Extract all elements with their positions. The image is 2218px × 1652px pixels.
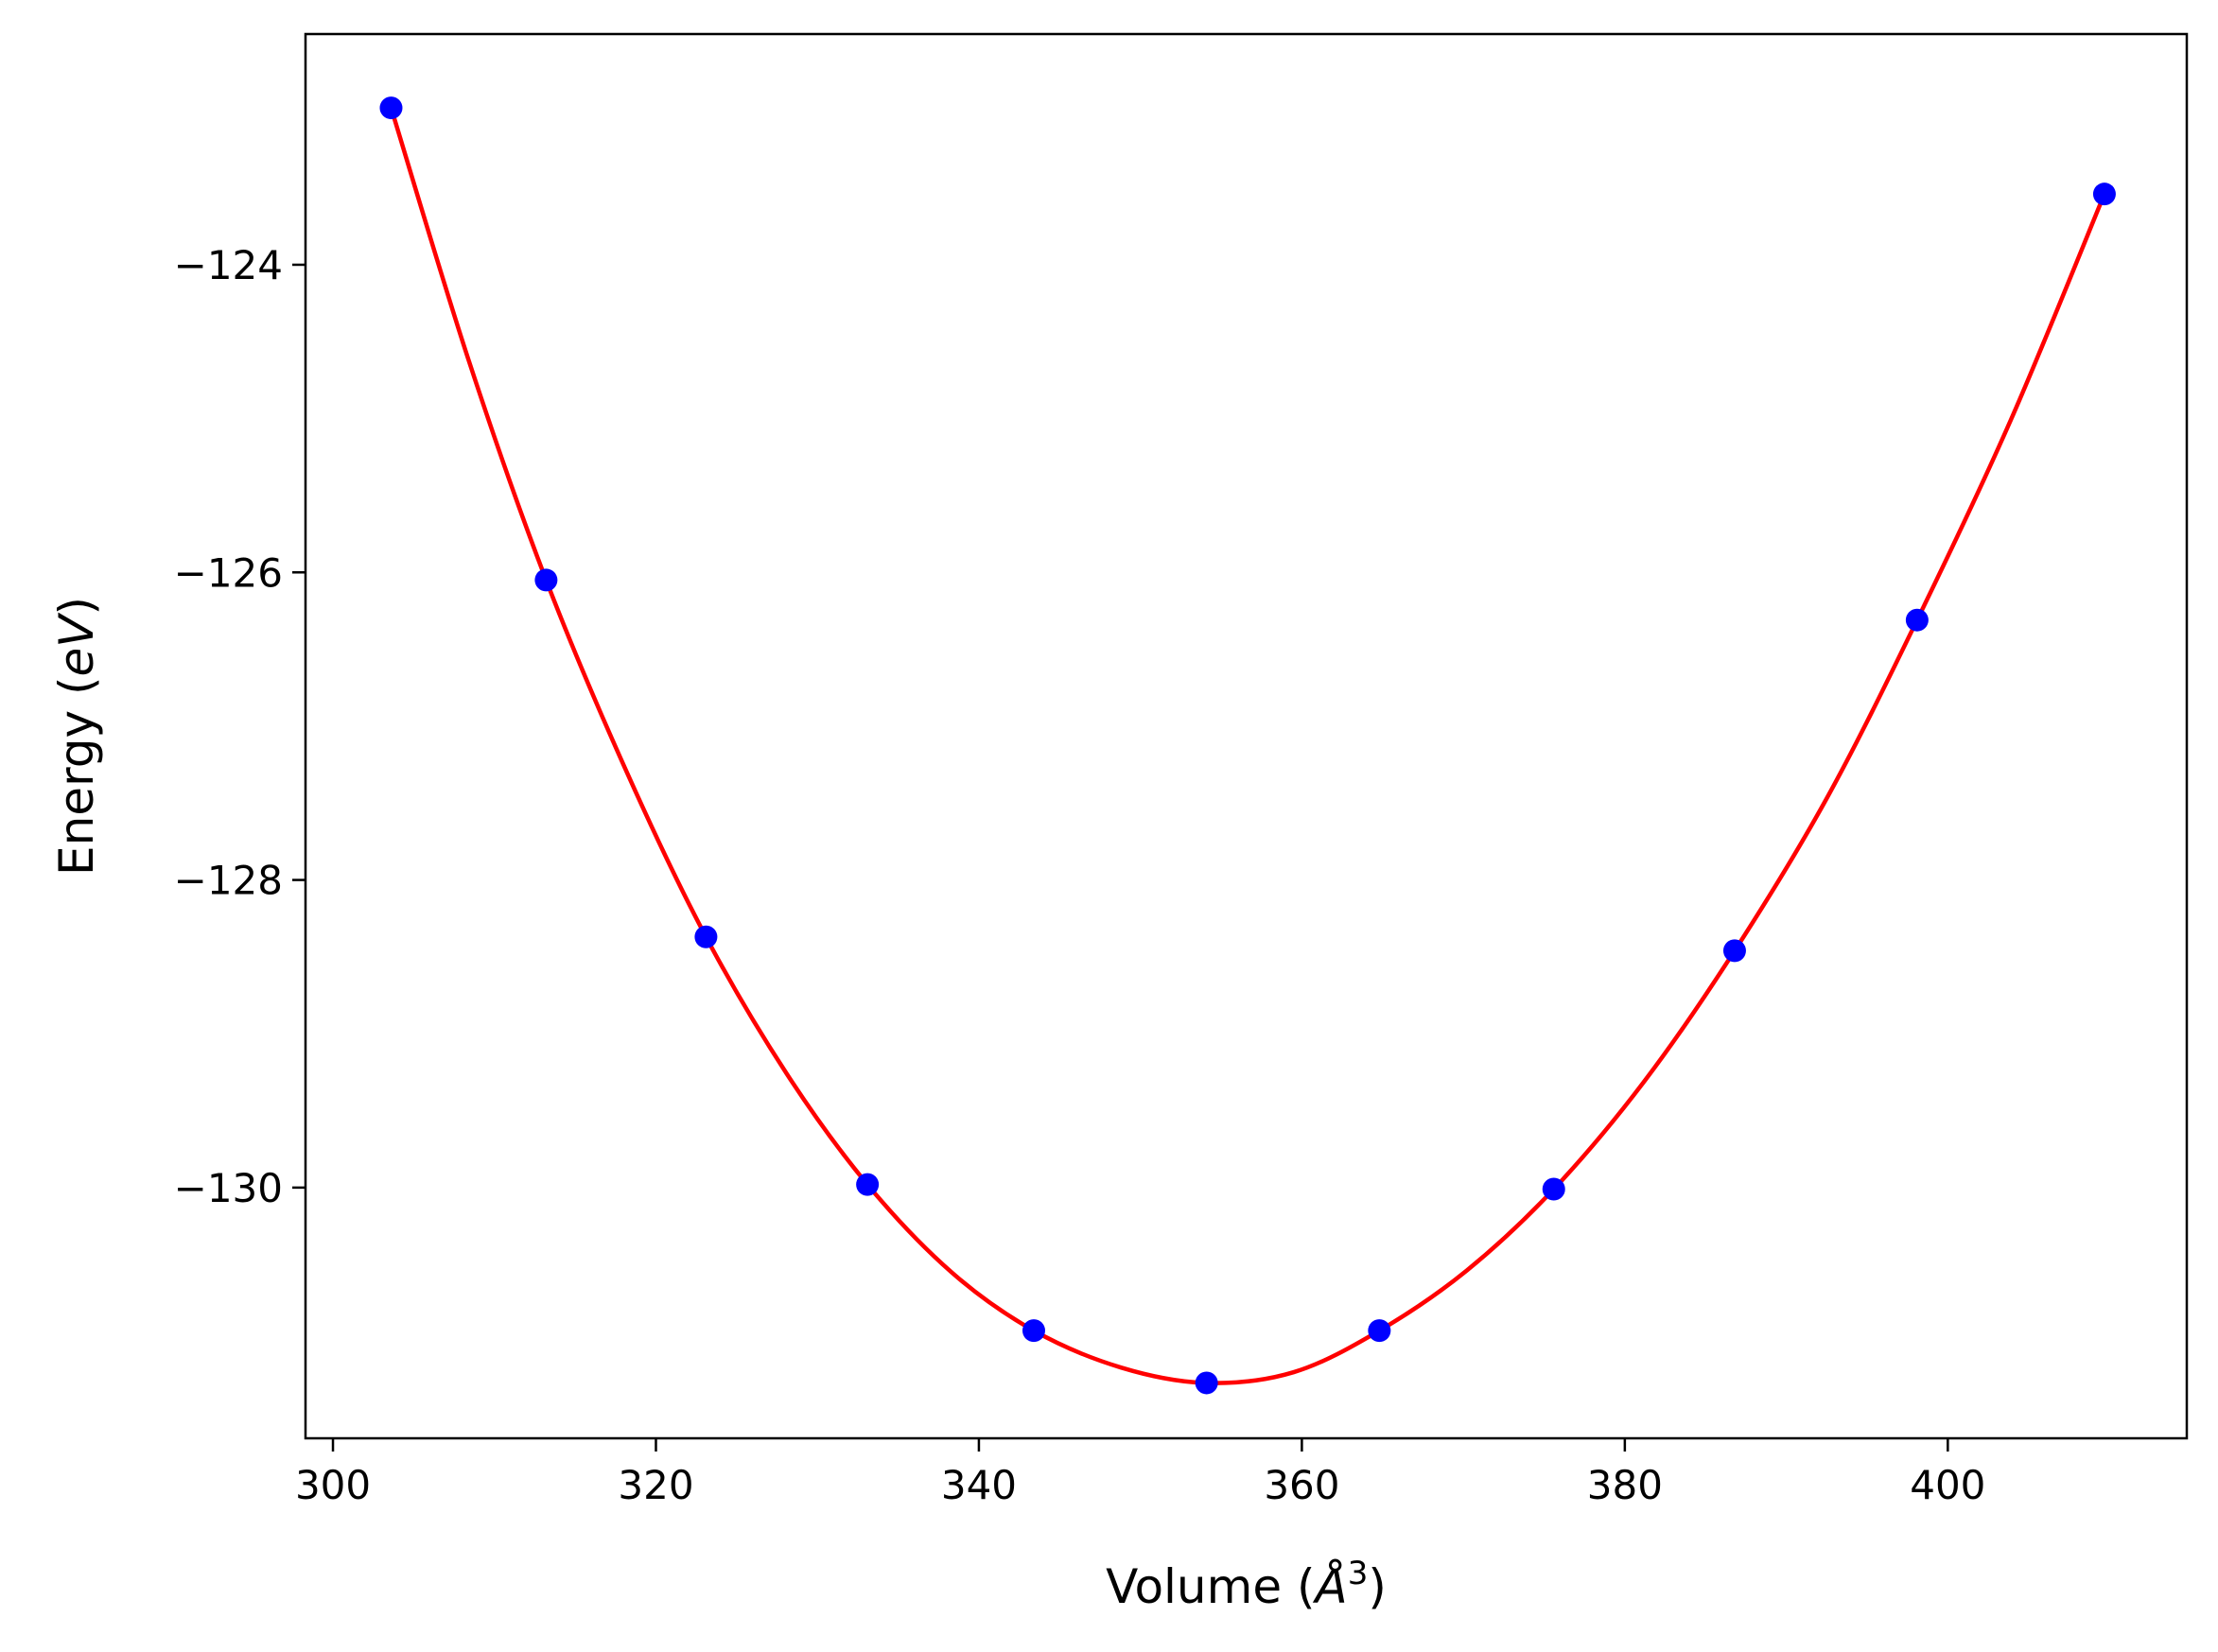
y-axis-label-unit: eV bbox=[49, 612, 104, 677]
data-point bbox=[379, 96, 403, 120]
x-tick-label: 380 bbox=[1587, 1462, 1663, 1508]
y-axis-label-suffix: ) bbox=[49, 597, 104, 616]
data-point bbox=[856, 1173, 880, 1196]
x-axis-label-unit: Å bbox=[1313, 1559, 1348, 1614]
data-point bbox=[1542, 1177, 1565, 1201]
data-point bbox=[1022, 1319, 1045, 1343]
y-tick-label: −124 bbox=[174, 242, 283, 288]
data-point bbox=[534, 568, 558, 592]
axis-layer: 300 320 340 360 380 400 −124 −126 −128 −130 bbox=[174, 242, 1986, 1508]
y-axis-label-prefix: Energy ( bbox=[49, 677, 104, 876]
data-point bbox=[1195, 1371, 1218, 1395]
y-tick-label: −128 bbox=[174, 858, 283, 904]
x-axis-label-suffix: ) bbox=[1368, 1559, 1387, 1614]
fit-curve-line bbox=[389, 107, 2107, 1385]
y-tick-label: −126 bbox=[174, 549, 283, 596]
x-axis-label-prefix: Volume ( bbox=[1106, 1559, 1315, 1614]
y-tick-label: −130 bbox=[174, 1165, 283, 1211]
x-tick-label: 340 bbox=[941, 1462, 1017, 1508]
x-tick-label: 400 bbox=[1910, 1462, 1985, 1508]
plot-layer bbox=[379, 96, 2116, 1395]
data-point bbox=[1722, 939, 1746, 963]
data-point bbox=[1905, 608, 1929, 632]
x-axis-label-exponent: 3 bbox=[1348, 1555, 1369, 1592]
x-axis-label: Volume (Å3) bbox=[1106, 1555, 1387, 1614]
x-tick-label: 360 bbox=[1264, 1462, 1339, 1508]
x-tick-label: 300 bbox=[295, 1462, 371, 1508]
data-point bbox=[1368, 1319, 1391, 1343]
plot-frame bbox=[304, 32, 2189, 1440]
x-tick-label: 320 bbox=[618, 1462, 693, 1508]
data-point bbox=[694, 925, 718, 948]
y-axis-label: Energy (eV) bbox=[49, 597, 104, 876]
data-point bbox=[2092, 183, 2116, 206]
